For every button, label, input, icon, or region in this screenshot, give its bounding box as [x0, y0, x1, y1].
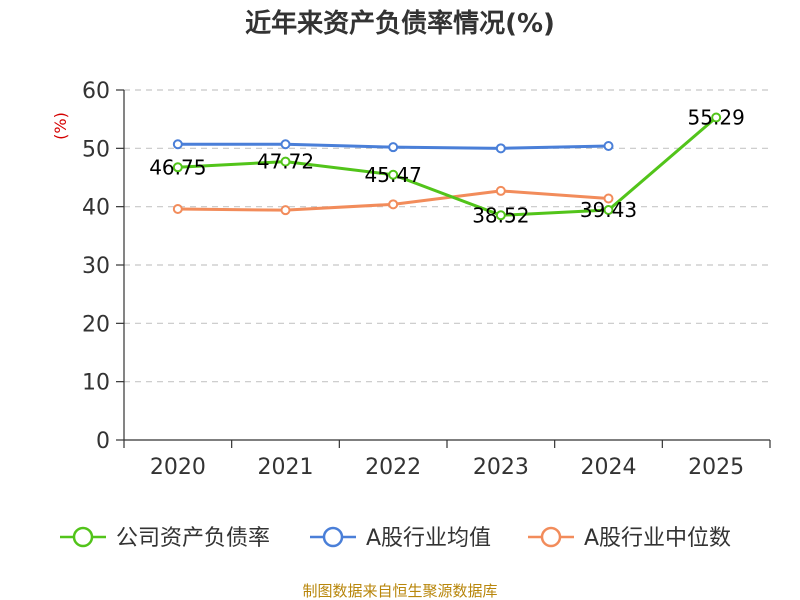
data-point [172, 162, 183, 173]
x-tick-label: 2022 [365, 455, 421, 480]
data-point [603, 141, 614, 151]
series-2 [172, 185, 614, 216]
y-tick-label: 10 [82, 371, 110, 396]
legend-item-2[interactable]: A股行业中位数 [528, 526, 731, 551]
data-point [388, 199, 399, 210]
x-tick-label: 2023 [473, 455, 529, 480]
grid-lines [124, 89, 770, 383]
x-tick-label: 2020 [150, 455, 206, 480]
data-point [711, 112, 722, 123]
data-label: 39.43 [580, 198, 637, 222]
data-point [603, 204, 614, 215]
data-point [280, 205, 291, 216]
y-axis-unit-label: (%) [51, 112, 70, 140]
data-label: 45.47 [365, 163, 422, 187]
data-label: 46.75 [149, 155, 206, 179]
legend-marker-icon [540, 526, 562, 548]
data-point [495, 143, 506, 154]
legend-label: A股行业均值 [366, 526, 491, 551]
x-tick-label: 2021 [258, 455, 314, 480]
legend-label: A股行业中位数 [584, 526, 731, 551]
data-point [495, 185, 506, 196]
y-tick-label: 30 [82, 254, 110, 279]
x-tick-label: 2025 [688, 455, 744, 480]
data-label: 47.72 [257, 150, 314, 174]
data-point [172, 139, 183, 150]
series-0 [172, 112, 722, 221]
y-tick-label: 60 [82, 79, 110, 104]
x-tick-label: 2024 [581, 455, 637, 480]
legend-item-0[interactable]: 公司资产负债率 [60, 526, 270, 551]
data-point [388, 142, 399, 153]
legend-marker-icon [72, 526, 94, 548]
y-tick-label: 40 [82, 196, 110, 221]
legend-marker-icon [322, 526, 344, 548]
y-tick-label: 50 [82, 137, 110, 162]
legend-item-1[interactable]: A股行业均值 [310, 526, 491, 551]
data-point [280, 156, 291, 167]
y-tick-label: 20 [82, 312, 110, 337]
chart-title: 近年来资产负债率情况(%) [245, 8, 555, 39]
legend: 公司资产负债率 A股行业均值 A股行业中位数 [60, 526, 731, 551]
data-point [172, 204, 183, 214]
series-1 [172, 139, 614, 154]
y-tick-label: 0 [96, 429, 110, 454]
data-label: 55.29 [688, 105, 745, 129]
series-line [176, 115, 718, 217]
legend-label: 公司资产负债率 [116, 526, 270, 551]
data-labels: 46.75 47.72 45.47 38.52 39.43 55.29 [149, 105, 745, 227]
data-point [603, 193, 614, 204]
data-point [495, 210, 506, 221]
source-note: 制图数据来自恒生聚源数据库 [302, 582, 497, 600]
axes: 0 10 20 30 40 50 60 2020 2021 2022 2023 2024 2025 [82, 79, 771, 480]
data-point [388, 169, 399, 180]
series-lines [172, 112, 722, 221]
data-label: 38.52 [472, 203, 529, 227]
data-point [280, 139, 291, 150]
